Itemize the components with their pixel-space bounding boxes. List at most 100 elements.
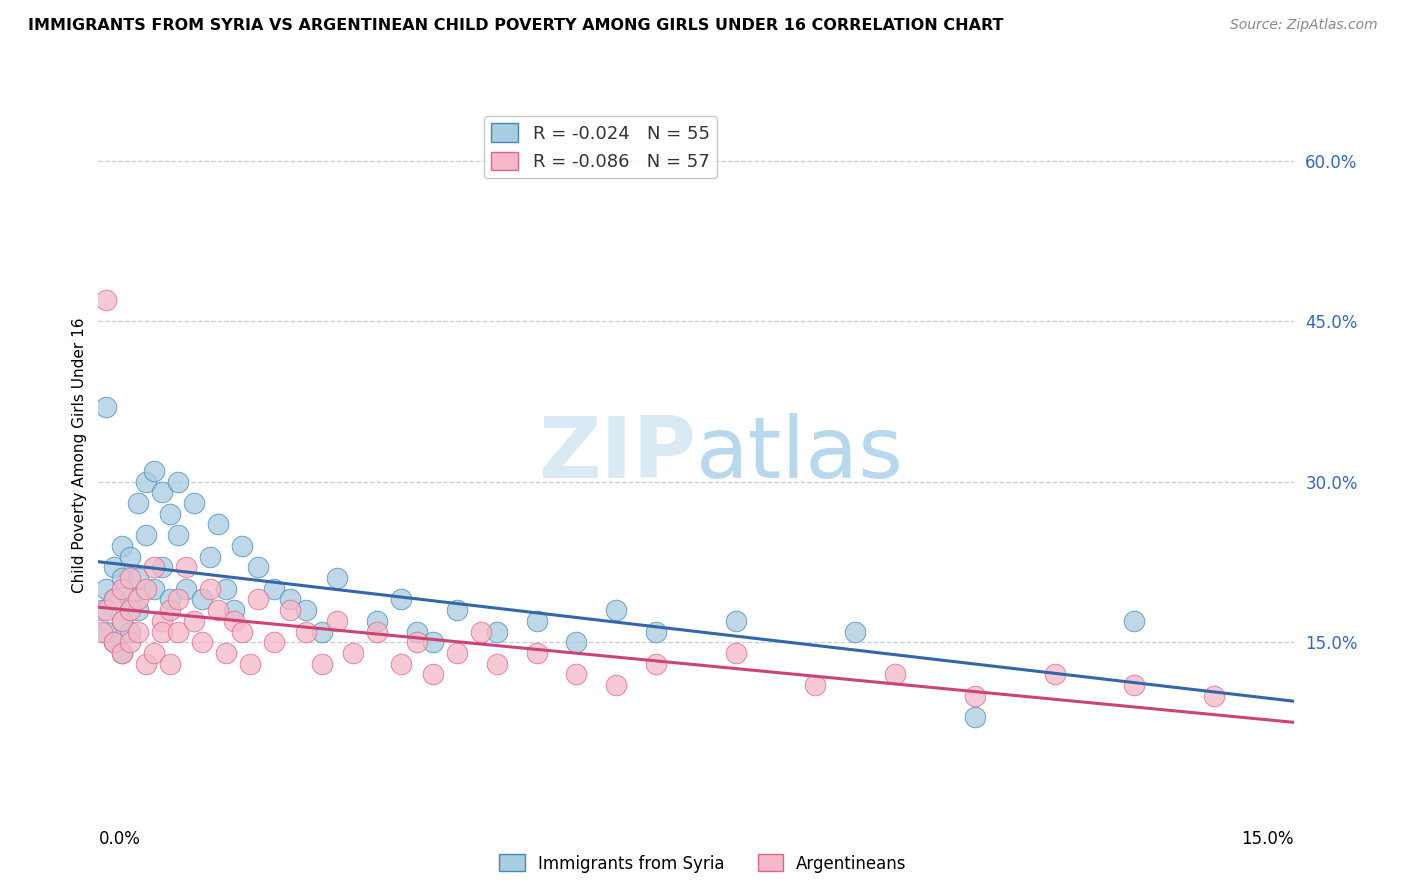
- Point: [215, 646, 238, 660]
- Point: [159, 657, 181, 671]
- Point: [91, 603, 114, 617]
- Point: [963, 710, 986, 724]
- Point: [120, 571, 142, 585]
- Point: [91, 624, 114, 639]
- Point: [103, 592, 125, 607]
- Point: [96, 624, 118, 639]
- Point: [294, 603, 316, 617]
- Point: [526, 646, 548, 660]
- Point: [246, 560, 269, 574]
- Point: [422, 667, 444, 681]
- Point: [174, 582, 197, 596]
- Point: [278, 603, 301, 617]
- Point: [135, 582, 157, 596]
- Text: IMMIGRANTS FROM SYRIA VS ARGENTINEAN CHILD POVERTY AMONG GIRLS UNDER 16 CORRELAT: IMMIGRANTS FROM SYRIA VS ARGENTINEAN CHI…: [28, 18, 1004, 33]
- Point: [406, 624, 429, 639]
- Point: [96, 293, 118, 307]
- Point: [191, 635, 214, 649]
- Point: [183, 614, 205, 628]
- Legend: R = -0.024   N = 55, R = -0.086   N = 57: R = -0.024 N = 55, R = -0.086 N = 57: [484, 116, 717, 178]
- Point: [127, 592, 149, 607]
- Point: [167, 475, 190, 489]
- Point: [111, 614, 134, 628]
- Point: [174, 560, 197, 574]
- Point: [127, 571, 149, 585]
- Point: [159, 603, 181, 617]
- Point: [1123, 678, 1146, 692]
- Point: [127, 603, 149, 617]
- Point: [222, 603, 245, 617]
- Point: [111, 614, 134, 628]
- Point: [605, 678, 627, 692]
- Point: [605, 603, 627, 617]
- Point: [207, 517, 229, 532]
- Point: [120, 624, 142, 639]
- Text: ZIP: ZIP: [538, 413, 696, 497]
- Point: [565, 635, 588, 649]
- Point: [278, 592, 301, 607]
- Text: 15.0%: 15.0%: [1241, 830, 1294, 847]
- Text: 0.0%: 0.0%: [98, 830, 141, 847]
- Point: [263, 582, 285, 596]
- Point: [191, 592, 214, 607]
- Point: [96, 582, 118, 596]
- Point: [96, 400, 118, 414]
- Point: [135, 657, 157, 671]
- Point: [446, 646, 468, 660]
- Text: atlas: atlas: [696, 413, 904, 497]
- Point: [406, 635, 429, 649]
- Point: [150, 560, 173, 574]
- Point: [111, 646, 134, 660]
- Point: [526, 614, 548, 628]
- Point: [485, 657, 508, 671]
- Point: [844, 624, 866, 639]
- Point: [143, 582, 166, 596]
- Point: [143, 646, 166, 660]
- Point: [111, 571, 134, 585]
- Point: [326, 614, 349, 628]
- Legend: Immigrants from Syria, Argentineans: Immigrants from Syria, Argentineans: [494, 847, 912, 880]
- Point: [446, 603, 468, 617]
- Point: [207, 603, 229, 617]
- Point: [724, 614, 747, 628]
- Point: [1123, 614, 1146, 628]
- Point: [263, 635, 285, 649]
- Point: [884, 667, 907, 681]
- Point: [645, 657, 668, 671]
- Point: [143, 560, 166, 574]
- Point: [127, 624, 149, 639]
- Point: [159, 592, 181, 607]
- Point: [167, 592, 190, 607]
- Point: [183, 496, 205, 510]
- Point: [389, 592, 412, 607]
- Point: [963, 689, 986, 703]
- Point: [120, 635, 142, 649]
- Point: [103, 635, 125, 649]
- Point: [103, 560, 125, 574]
- Point: [422, 635, 444, 649]
- Point: [326, 571, 349, 585]
- Point: [198, 549, 221, 564]
- Point: [724, 646, 747, 660]
- Point: [143, 464, 166, 478]
- Point: [246, 592, 269, 607]
- Point: [311, 624, 333, 639]
- Point: [198, 582, 221, 596]
- Point: [311, 657, 333, 671]
- Point: [470, 624, 492, 639]
- Point: [150, 485, 173, 500]
- Point: [150, 624, 173, 639]
- Point: [96, 603, 118, 617]
- Point: [231, 624, 253, 639]
- Point: [111, 539, 134, 553]
- Point: [167, 624, 190, 639]
- Point: [135, 475, 157, 489]
- Point: [1202, 689, 1225, 703]
- Point: [239, 657, 262, 671]
- Point: [485, 624, 508, 639]
- Point: [1043, 667, 1066, 681]
- Point: [120, 549, 142, 564]
- Text: Source: ZipAtlas.com: Source: ZipAtlas.com: [1230, 18, 1378, 32]
- Point: [294, 624, 316, 639]
- Point: [645, 624, 668, 639]
